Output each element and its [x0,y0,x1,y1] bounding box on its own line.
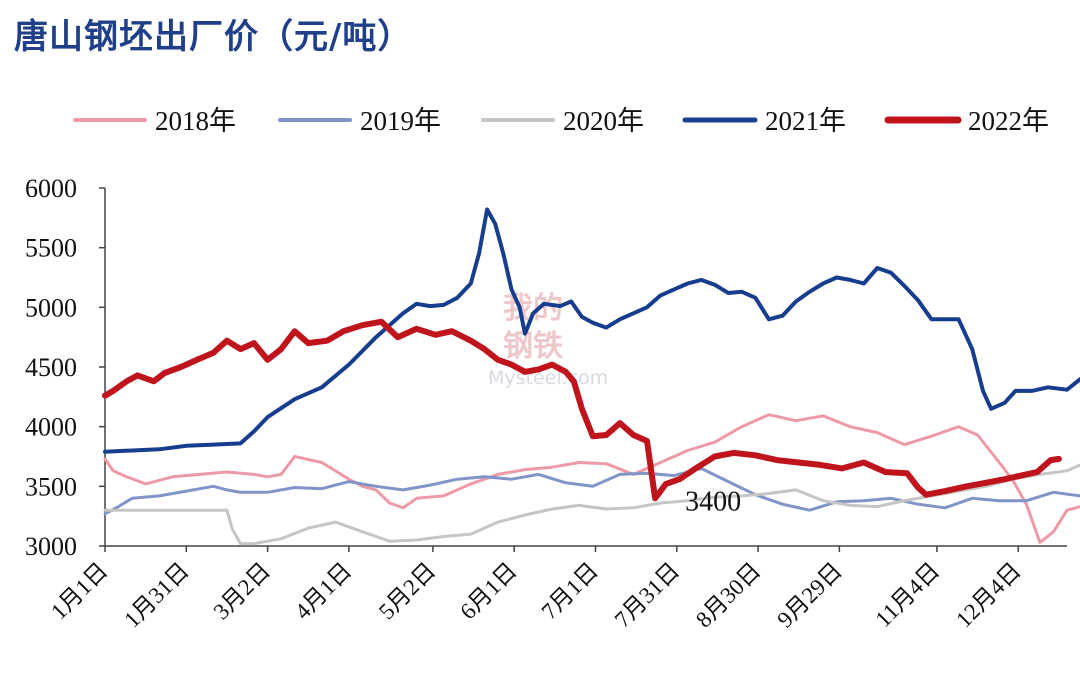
y-tick-label: 4500 [25,353,77,382]
y-tick-label: 3000 [25,532,77,561]
legend-label: 2018年 [155,106,236,136]
watermark-line2: 钢铁 [503,329,563,364]
legend-label: 2022年 [968,106,1049,136]
legend-label: 2021年 [765,106,846,136]
series-line-2022年 [102,318,1062,502]
x-tick-label: 12月4日 [951,558,1026,633]
x-tick-label: 6月1日 [455,558,521,624]
series-line-2020年 [103,463,1080,546]
x-tick-label: 4月1日 [290,558,356,624]
x-tick-label: 8月30日 [691,558,766,633]
y-tick-label: 6000 [25,174,77,203]
x-tick-label: 11月4日 [870,558,944,632]
legend: 2018年 2019年 2020年 2021年 2022年 [73,106,1049,136]
series-layer [102,207,1080,546]
y-tick-label: 3500 [25,472,77,501]
series-line-2021年 [103,207,1080,454]
series-line-2019年 [103,466,1080,516]
x-tick-label: 5月2日 [374,558,440,624]
axes: 3000 3500 4000 4500 5000 5500 6000 1月1日 1月31日 3月2… [25,174,1067,632]
y-tick-label: 5000 [25,293,77,322]
chart-title: 唐山钢坯出厂价（元/吨） [14,17,412,57]
x-tick-label: 9月29日 [772,558,847,633]
x-tick-label: 1月31日 [119,558,194,633]
y-tick-label: 5500 [25,234,77,263]
legend-label: 2019年 [360,106,441,136]
legend-label: 2020年 [563,106,644,136]
y-tick-label: 4000 [25,413,77,442]
watermark-url: Mysteel.com [488,367,608,389]
x-tick-label: 7月1日 [537,558,603,624]
x-tick-label: 3月2日 [209,558,275,624]
watermark-line1: 我的 [503,291,563,326]
x-tick-label: 7月31日 [610,558,685,633]
annotation-3400: 3400 [685,486,741,517]
x-tick-label: 1月1日 [46,558,112,624]
